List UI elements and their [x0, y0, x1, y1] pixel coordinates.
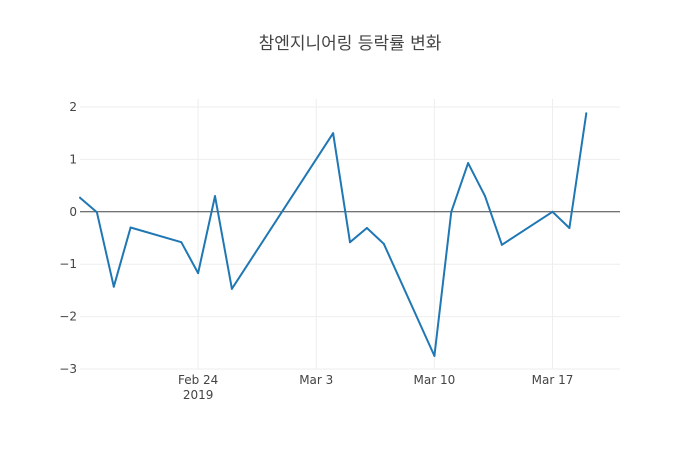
y-tick-label: −1: [59, 257, 77, 271]
data-point: [382, 242, 385, 245]
y-tick-label: 2: [69, 100, 77, 114]
data-point: [484, 195, 486, 198]
data-point: [585, 112, 588, 115]
data-point: [112, 285, 115, 288]
data-point: [500, 243, 503, 246]
data-point: [230, 287, 233, 290]
x-tick-year-label: 2019: [183, 388, 214, 402]
data-point: [365, 227, 368, 230]
data-point: [450, 210, 453, 213]
series-line: [79, 113, 588, 357]
data-point: [433, 354, 436, 357]
data-point: [332, 132, 335, 135]
data-point: [551, 210, 554, 213]
data-point: [95, 211, 98, 214]
chart-title: 참엔지니어링 등락률 변화: [259, 34, 442, 54]
data-point: [568, 227, 571, 230]
y-tick-label: −2: [59, 310, 77, 324]
data-point: [180, 241, 183, 244]
y-tick-label: 0: [69, 205, 77, 219]
data-point: [129, 226, 132, 229]
data-point: [214, 195, 216, 198]
data-point: [467, 162, 470, 165]
x-tick-label: Mar 3: [299, 373, 333, 387]
data-point: [197, 272, 200, 275]
data-point: [79, 196, 81, 199]
x-tick-label: Feb 24: [178, 373, 218, 387]
y-tick-label: −3: [59, 362, 77, 376]
y-tick-label: 1: [69, 152, 77, 166]
series-layer: [79, 112, 588, 357]
x-tick-label: Mar 10: [414, 373, 456, 387]
x-tick-label: Mar 17: [532, 373, 574, 387]
grid-layer: [80, 99, 620, 370]
data-point: [349, 241, 351, 244]
